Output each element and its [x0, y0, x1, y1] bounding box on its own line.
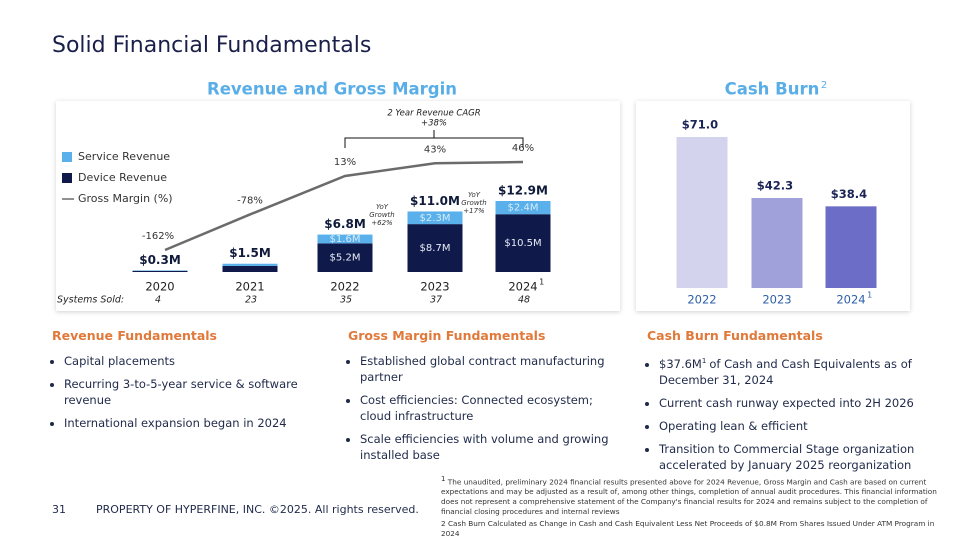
footnote-text: 2 Cash Burn Calculated as Change in Cash… — [441, 519, 935, 538]
total-label: $12.9M — [498, 184, 548, 198]
section-heading: Cash Burn Fundamentals — [647, 328, 823, 343]
segment-label: $8.7M — [420, 243, 451, 254]
segment-label: $2.4M — [508, 203, 539, 214]
segment-label: $5.2M — [330, 253, 361, 264]
x-tick-label: 2021 — [235, 280, 264, 294]
bullet: Established global contract manufacturin… — [360, 353, 623, 385]
value-label: $71.0 — [682, 118, 718, 132]
margin-label: -162% — [142, 231, 174, 242]
legend-label: Device Revenue — [78, 171, 167, 184]
section: Gross Margin Fundamentals Established glo… — [348, 328, 623, 470]
bar-segment — [222, 263, 278, 266]
bar — [825, 206, 877, 288]
segment-label: $10.5M — [504, 238, 541, 249]
legend-swatch — [62, 173, 72, 183]
bullet: Capital placements — [64, 353, 327, 369]
footnote: 1 The unaudited, preliminary 2024 financ… — [441, 474, 951, 517]
yoy-label: YoY Growth — [369, 203, 395, 219]
bullet-list: Established global contract manufacturin… — [348, 353, 623, 463]
cagr-value: +38% — [421, 119, 447, 129]
yoy-value: +17% — [463, 207, 485, 215]
margin-label: 13% — [334, 157, 356, 168]
bar-segment — [317, 234, 373, 244]
bar-segment — [132, 270, 188, 271]
bar-segment — [222, 265, 278, 272]
x-tick-label: 2023 — [762, 293, 791, 307]
row-value: 35 — [340, 295, 352, 306]
segment-label: $2.3M — [420, 213, 451, 224]
bullet: Current cash runway expected into 2H 202… — [659, 395, 922, 411]
cagr-label: 2 Year Revenue CAGR — [387, 109, 480, 119]
row-label: Systems Sold: — [57, 295, 124, 306]
footnote: 2 Cash Burn Calculated as Change in Cash… — [441, 519, 951, 539]
bullet-list: Capital placements Recurring 3-to-5-year … — [52, 353, 327, 431]
legend-label: Gross Margin (%) — [78, 192, 173, 205]
chart-title: Cash Burn — [725, 80, 820, 99]
bar-segment — [495, 201, 551, 215]
segment-label: $1.6M — [330, 234, 361, 245]
page-number: 31 — [52, 503, 66, 516]
total-label: $0.3M — [139, 253, 181, 267]
yoy-label: YoY Growth — [461, 191, 487, 207]
bullet: Recurring 3-to-5-year service & software… — [64, 376, 327, 408]
footnote-marker: 2 — [821, 80, 827, 91]
bullet-text: $37.6M — [659, 356, 702, 371]
bullet: Cost efficiencies: Connected ecosystem; … — [360, 392, 623, 424]
footnote-text: The unaudited, preliminary 2024 financia… — [441, 477, 937, 517]
footer-text: PROPERTY OF HYPERFINE, INC. ©2025. All r… — [96, 503, 419, 516]
margin-label: 46% — [512, 143, 534, 154]
value-label: $42.3 — [757, 179, 793, 193]
bar-segment — [132, 270, 188, 272]
bullet-text: of Cash and Cash Equivalents as of Decem… — [659, 356, 912, 387]
footnote-marker: 1 — [701, 357, 707, 365]
section: Revenue Fundamentals Capital placements Re… — [52, 328, 327, 438]
yoy-value: +62% — [371, 219, 393, 227]
value-label: $38.4 — [831, 187, 867, 201]
cagr-bracket — [344, 130, 524, 148]
x-tick-label: 2022 — [330, 280, 359, 294]
row-value: 4 — [155, 295, 161, 306]
bar-segment — [495, 214, 551, 272]
total-label: $11.0M — [410, 194, 460, 208]
section-heading: Gross Margin Fundamentals — [348, 328, 546, 343]
bar — [751, 198, 803, 288]
x-tick-label: 2023 — [420, 280, 449, 294]
x-tick-label: 2024 — [508, 280, 537, 294]
legend-swatch — [62, 152, 72, 162]
x-tick-label: 2022 — [687, 293, 716, 307]
total-label: $1.5M — [229, 246, 271, 260]
x-tick-label: 2024 — [836, 293, 865, 307]
bar-segment — [317, 243, 373, 272]
bullet: International expansion began in 2024 — [64, 415, 327, 431]
legend-label: Service Revenue — [78, 150, 170, 163]
bullet: Transition to Commercial Stage organizat… — [659, 441, 922, 473]
row-value: 37 — [430, 295, 442, 306]
bullet: Scale efficiencies with volume and growi… — [360, 431, 623, 463]
chart-title: Revenue and Gross Margin — [207, 80, 457, 99]
bar-segment — [407, 211, 463, 225]
footnote-marker: 1 — [867, 291, 872, 300]
bullet: Operating lean & efficient — [659, 418, 922, 434]
x-tick-label: 2020 — [145, 280, 174, 294]
yoy-annotation: YoY Growth +62% — [366, 203, 398, 227]
margin-label: -78% — [237, 195, 263, 206]
yoy-annotation: YoY Growth +17% — [458, 191, 490, 215]
row-value: 48 — [518, 295, 530, 306]
margin-line — [164, 160, 524, 252]
footnote-marker: 1 — [441, 475, 446, 483]
margin-label: 43% — [424, 144, 446, 155]
slide-title: Solid Financial Fundamentals — [52, 33, 372, 58]
section-heading: Revenue Fundamentals — [52, 328, 217, 343]
row-value: 23 — [245, 295, 257, 306]
footnote-marker: 1 — [539, 278, 544, 287]
bar-segment — [407, 224, 463, 272]
total-label: $6.8M — [324, 217, 366, 231]
bar — [676, 137, 728, 288]
